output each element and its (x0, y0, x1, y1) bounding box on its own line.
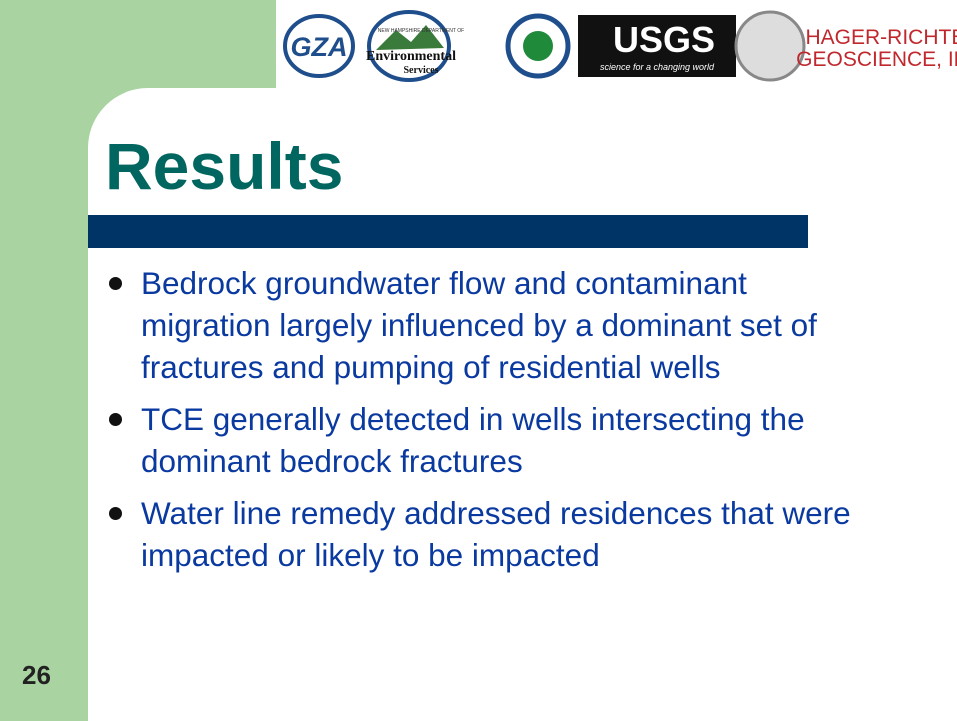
mountain (376, 25, 444, 50)
gza-logo (283, 14, 355, 78)
usgs-text: USGS (613, 19, 715, 60)
gza-text: GZA (291, 32, 348, 62)
title-bar (88, 215, 808, 248)
bullet: TCE generally detected in wells intersec… (105, 398, 875, 482)
hr-text2: GEOSCIENCE, INC. (796, 48, 957, 71)
logos: GZA NEW HAMPSHIRE DEPARTMENT OF Environm… (283, 10, 957, 82)
hr-text: HAGER-RICHTER (805, 26, 957, 49)
slide-number: 26 (22, 660, 51, 690)
des-small: NEW HAMPSHIRE DEPARTMENT OF (378, 28, 464, 34)
epa-center (523, 31, 553, 61)
bullet: Bedrock groundwater flow and contaminant… (105, 262, 875, 388)
nh-geo-logo (734, 10, 806, 82)
bullet-list: Bedrock groundwater flow and contaminant… (105, 262, 875, 586)
logo-strip: GZA NEW HAMPSHIRE DEPARTMENT OF Environm… (276, 0, 957, 88)
bullet: Water line remedy addressed residences t… (105, 492, 875, 576)
des-text: Environmental (366, 49, 456, 64)
usgs-logo (578, 15, 736, 77)
des-text2: Services (404, 65, 439, 76)
usgs-tagline: science for a changing world (600, 62, 715, 72)
content-area (88, 88, 957, 721)
slide-title: Results (105, 129, 344, 203)
